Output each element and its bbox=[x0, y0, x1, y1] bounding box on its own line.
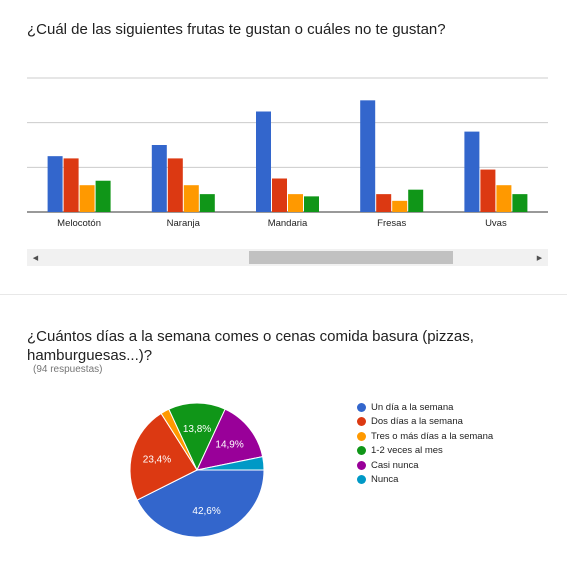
legend-label: 1-2 veces al mes bbox=[371, 445, 443, 457]
pie-slice[interactable] bbox=[129, 412, 198, 501]
legend-dot-icon bbox=[357, 417, 366, 427]
legend-label: Dos días a la semana bbox=[371, 416, 463, 428]
legend-dot-icon bbox=[357, 402, 366, 412]
scroll-right-arrow-icon[interactable]: ▶ bbox=[536, 254, 543, 262]
legend-item[interactable]: 1-2 veces al mes bbox=[357, 444, 493, 459]
bar[interactable] bbox=[464, 131, 480, 212]
question-card-fruits: ¿Cuál de las siguientes frutas te gustan… bbox=[27, 21, 548, 266]
bar[interactable] bbox=[47, 156, 63, 212]
slice-label: 14,9% bbox=[215, 440, 243, 451]
bar[interactable] bbox=[151, 145, 167, 212]
pie-slice[interactable] bbox=[168, 402, 226, 472]
bar[interactable] bbox=[512, 194, 528, 212]
question-card-junk-food: ¿Cuántos días a la semana comes o cenas … bbox=[0, 297, 567, 565]
legend-dot-icon bbox=[357, 460, 366, 470]
pie-slice[interactable] bbox=[136, 469, 265, 538]
scrollbar-thumb[interactable] bbox=[249, 251, 453, 264]
slice-label: 13,8% bbox=[183, 424, 211, 435]
bar[interactable] bbox=[183, 185, 199, 212]
bar[interactable] bbox=[496, 185, 512, 212]
bar[interactable] bbox=[95, 180, 111, 212]
legend-item[interactable]: Casi nunca bbox=[357, 458, 493, 473]
bar[interactable] bbox=[79, 185, 95, 212]
x-tick-label: Naranja bbox=[167, 218, 201, 229]
bar[interactable] bbox=[392, 200, 408, 212]
slice-label: 23,4% bbox=[143, 454, 171, 465]
bar-chart: Melocotón Naranja Mandaria Fresas Uvas bbox=[27, 77, 548, 229]
bar[interactable] bbox=[360, 100, 376, 212]
bar[interactable] bbox=[199, 194, 215, 212]
legend-dot-icon bbox=[357, 446, 366, 456]
legend-label: Casi nunca bbox=[371, 459, 419, 471]
question-title: ¿Cuál de las siguientes frutas te gustan… bbox=[27, 21, 446, 38]
x-tick-label: Fresas bbox=[377, 218, 406, 229]
bar[interactable] bbox=[256, 111, 271, 213]
scroll-left-arrow-icon[interactable]: ◀ bbox=[32, 254, 39, 262]
pie-slice[interactable] bbox=[196, 408, 264, 471]
legend-label: Un día a la semana bbox=[371, 401, 454, 413]
legend-item[interactable]: Un día a la semana bbox=[357, 400, 493, 415]
legend-item[interactable]: Nunca bbox=[357, 473, 493, 488]
legend-label: Tres o más días a la semana bbox=[371, 430, 494, 442]
bar[interactable] bbox=[288, 194, 303, 212]
bar[interactable] bbox=[272, 178, 287, 213]
response-count: (94 respuestas) bbox=[33, 364, 103, 375]
pie-legend: Un día a la semana Dos días a la semana Tr… bbox=[357, 400, 493, 487]
bar[interactable] bbox=[480, 169, 496, 212]
bar[interactable] bbox=[304, 196, 319, 212]
bar[interactable] bbox=[408, 189, 424, 212]
legend-dot-icon bbox=[357, 431, 366, 441]
legend-item[interactable]: Dos días a la semana bbox=[357, 415, 493, 430]
bar[interactable] bbox=[167, 158, 183, 212]
legend-item[interactable]: Tres o más días a la semana bbox=[357, 429, 493, 444]
pie-chart: 42,6% 23,4% 13,8% 14,9% bbox=[129, 402, 265, 538]
legend-dot-icon bbox=[357, 475, 366, 485]
card-divider bbox=[0, 294, 567, 295]
x-tick-label: Uvas bbox=[485, 218, 507, 229]
slice-label: 42,6% bbox=[192, 506, 220, 517]
legend-label: Nunca bbox=[371, 474, 399, 486]
x-tick-label: Melocotón bbox=[57, 218, 101, 229]
x-tick-label: Mandaria bbox=[268, 218, 308, 229]
horizontal-scrollbar[interactable]: ◀ ▶ bbox=[27, 249, 548, 266]
bar[interactable] bbox=[63, 158, 79, 212]
pie-slice[interactable] bbox=[196, 456, 265, 471]
bar[interactable] bbox=[376, 194, 392, 212]
question-title: ¿Cuántos días a la semana comes o cenas … bbox=[27, 328, 474, 364]
